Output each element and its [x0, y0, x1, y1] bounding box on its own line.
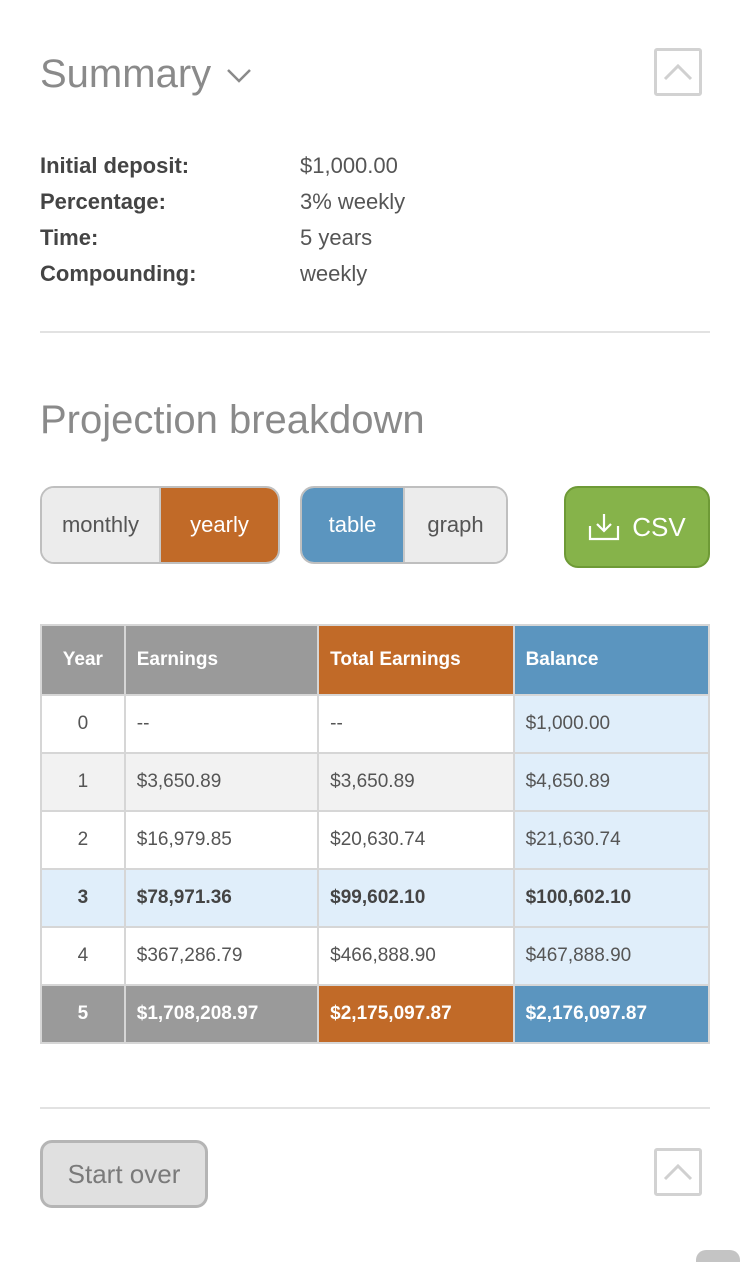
- cell-year: 5: [40, 984, 126, 1044]
- cell-balance: $100,602.10: [512, 868, 711, 928]
- divider: [40, 331, 710, 333]
- view-toggle: table graph: [300, 486, 508, 564]
- period-toggle: monthly yearly: [40, 486, 280, 564]
- cell-earnings: $367,286.79: [123, 926, 320, 986]
- cell-earnings: $3,650.89: [123, 752, 320, 812]
- cell-earnings: $1,708,208.97: [123, 984, 320, 1044]
- cell-balance: $21,630.74: [512, 810, 711, 870]
- cell-year: 4: [40, 926, 126, 986]
- table-row-final: 5 $1,708,208.97 $2,175,097.87 $2,176,097…: [40, 984, 711, 1044]
- cell-total-earnings: --: [317, 694, 515, 754]
- csv-download-button[interactable]: CSV: [564, 486, 710, 568]
- cell-total-earnings: $3,650.89: [317, 752, 515, 812]
- cell-year: 0: [40, 694, 126, 754]
- summary-row-compounding: Compounding: weekly: [40, 256, 405, 292]
- toggle-table[interactable]: table: [302, 488, 403, 562]
- table-row: 1 $3,650.89 $3,650.89 $4,650.89: [40, 752, 711, 812]
- projection-table: Year Earnings Total Earnings Balance 0 -…: [40, 624, 711, 1044]
- summary-row-initial-deposit: Initial deposit: $1,000.00: [40, 148, 405, 184]
- collapse-up-button[interactable]: [654, 48, 702, 96]
- cell-total-earnings: $2,175,097.87: [317, 984, 515, 1044]
- chat-bubble-icon[interactable]: [696, 1250, 740, 1262]
- scroll-top-button[interactable]: [654, 1148, 702, 1196]
- summary-label: Percentage:: [40, 189, 166, 214]
- table-row: 4 $367,286.79 $466,888.90 $467,888.90: [40, 926, 711, 986]
- cell-earnings: --: [123, 694, 320, 754]
- header-balance: Balance: [512, 624, 711, 696]
- cell-earnings: $16,979.85: [123, 810, 320, 870]
- projection-title: Projection breakdown: [40, 398, 425, 442]
- cell-total-earnings: $466,888.90: [317, 926, 515, 986]
- summary-value: weekly: [300, 261, 368, 286]
- cell-total-earnings: $20,630.74: [317, 810, 515, 870]
- cell-year: 1: [40, 752, 126, 812]
- header-earnings: Earnings: [123, 624, 320, 696]
- cell-balance: $467,888.90: [512, 926, 711, 986]
- header-total-earnings: Total Earnings: [317, 624, 515, 696]
- download-icon: [589, 514, 620, 541]
- summary-value: $1,000.00: [300, 153, 398, 178]
- summary-row-time: Time: 5 years: [40, 220, 405, 256]
- toggle-monthly[interactable]: monthly: [42, 488, 159, 562]
- cell-total-earnings: $99,602.10: [317, 868, 515, 928]
- summary-heading[interactable]: Summary: [40, 52, 253, 97]
- cell-year: 2: [40, 810, 126, 870]
- cell-balance: $1,000.00: [512, 694, 711, 754]
- table-row-highlighted: 3 $78,971.36 $99,602.10 $100,602.10: [40, 868, 711, 928]
- header-year: Year: [40, 624, 126, 696]
- cell-balance: $2,176,097.87: [512, 984, 711, 1044]
- chevron-down-icon: [227, 68, 252, 83]
- summary-value: 3% weekly: [300, 189, 406, 214]
- start-over-button[interactable]: Start over: [40, 1140, 208, 1208]
- cell-balance: $4,650.89: [512, 752, 711, 812]
- summary-title: Summary: [40, 52, 212, 96]
- cell-earnings: $78,971.36: [123, 868, 320, 928]
- summary-label: Compounding:: [40, 261, 197, 286]
- summary-list: Initial deposit: $1,000.00 Percentage: 3…: [40, 148, 405, 292]
- summary-row-percentage: Percentage: 3% weekly: [40, 184, 405, 220]
- summary-label: Time:: [40, 225, 99, 250]
- chevron-up-icon: [663, 63, 693, 81]
- csv-label: CSV: [632, 511, 686, 542]
- toggle-yearly[interactable]: yearly: [159, 488, 278, 562]
- table-row: 2 $16,979.85 $20,630.74 $21,630.74: [40, 810, 711, 870]
- chevron-up-icon: [663, 1163, 693, 1181]
- toggle-graph[interactable]: graph: [403, 488, 506, 562]
- summary-label: Initial deposit:: [40, 153, 190, 178]
- table-row: 0 -- -- $1,000.00: [40, 694, 711, 754]
- table-header-row: Year Earnings Total Earnings Balance: [40, 624, 711, 696]
- divider: [40, 1107, 710, 1109]
- cell-year: 3: [40, 868, 126, 928]
- summary-value: 5 years: [300, 225, 373, 250]
